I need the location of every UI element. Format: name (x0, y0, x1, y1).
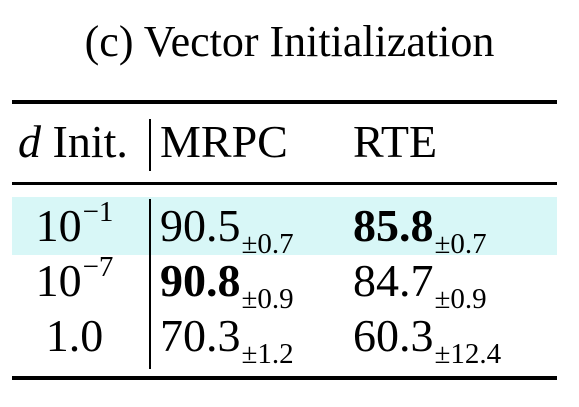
table-cell-mrpc: 90.8±0.9 (160, 253, 294, 315)
init-base: 1.0 (45, 310, 104, 361)
cell-value: 85.8 (353, 200, 434, 251)
table-cell-rte: 60.3±12.4 (353, 308, 501, 370)
cell-std: ±1.2 (241, 338, 294, 370)
table-cell-mrpc: 70.3±1.2 (160, 308, 294, 370)
init-base: 10 (35, 255, 82, 306)
table-row-init: 1.0 (12, 308, 137, 364)
bottom-rule (12, 376, 557, 380)
table-cell-rte: 84.7±0.9 (353, 253, 487, 315)
cell-std: ±0.9 (241, 283, 294, 315)
table-cell-rte: 85.8±0.7 (353, 198, 487, 260)
cell-value: 90.5 (160, 200, 241, 251)
header-rte: RTE (353, 116, 438, 167)
cell-value: 90.8 (160, 255, 241, 306)
table-caption: (c) Vector Initialization (84, 17, 495, 66)
cell-std: ±0.7 (434, 228, 487, 260)
highlighted-row-background (12, 197, 557, 255)
cell-std: ±12.4 (434, 338, 502, 370)
cell-value: 70.3 (160, 310, 241, 361)
cell-value: 60.3 (353, 310, 434, 361)
table-cell-mrpc: 90.5±0.7 (160, 198, 294, 260)
header-init-variable: d (18, 116, 41, 167)
init-exponent: −1 (82, 196, 114, 228)
header-rule (12, 182, 557, 185)
table-row-init: 10−1 (12, 196, 137, 260)
header-init: d Init. (18, 114, 128, 170)
header-init-label: Init. (41, 116, 128, 167)
column-separator-header (149, 119, 151, 171)
init-base: 10 (35, 200, 82, 251)
top-rule (12, 100, 557, 104)
init-exponent: −7 (82, 251, 114, 283)
cell-std: ±0.9 (434, 283, 487, 315)
column-separator-body (149, 199, 151, 369)
header-mrpc: MRPC (160, 116, 288, 167)
table-row-init: 10−7 (12, 251, 137, 315)
cell-value: 84.7 (353, 255, 434, 306)
cell-std: ±0.7 (241, 228, 294, 260)
